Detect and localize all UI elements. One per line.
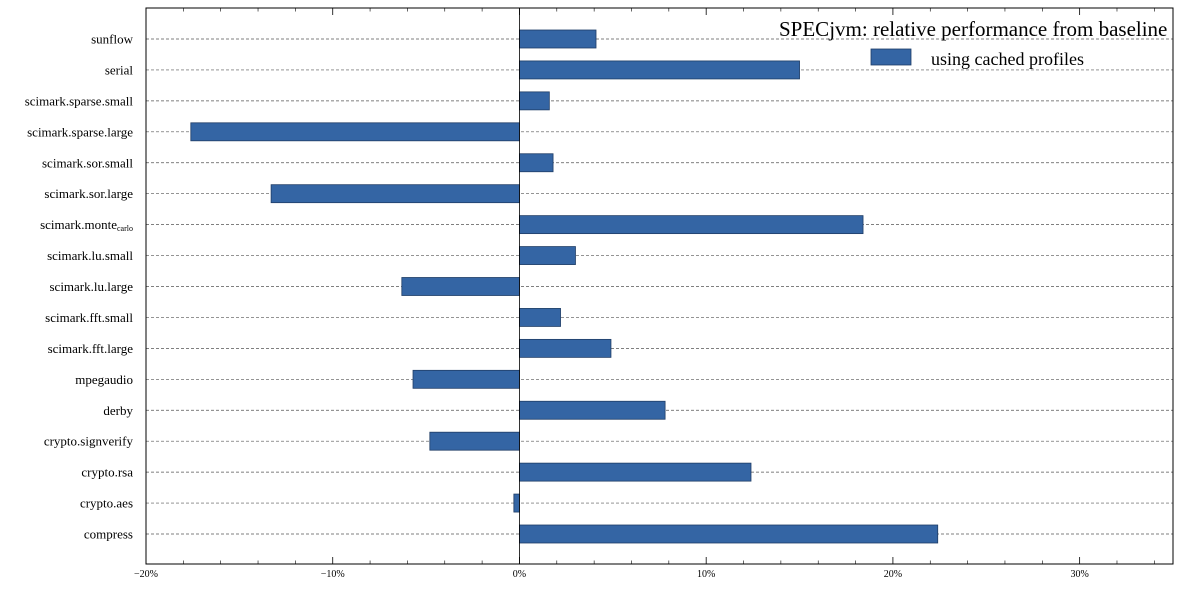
plot-frame [145, 7, 1174, 565]
x-tick-label: 0% [513, 569, 526, 580]
category-label: crypto.signverify [44, 434, 134, 449]
legend: SPECjvm: relative performance from basel… [779, 17, 1167, 69]
category-label: scimark.fft.large [48, 341, 134, 356]
bar-scimark-lu-small [519, 246, 576, 265]
x-tick-label: −20% [134, 569, 158, 580]
bar-scimark-sparse-small [519, 91, 550, 111]
category-label: scimark.lu.large [49, 279, 133, 294]
bar-scimark-sparse-large [190, 122, 520, 142]
bar-scimark-fft-small [519, 308, 561, 327]
x-tick-label: 10% [697, 569, 715, 580]
plot-border [145, 7, 1174, 565]
category-label: crypto.rsa [81, 465, 133, 480]
grid-lines [146, 38, 1173, 535]
category-label: serial [105, 62, 134, 77]
bar-scimark-sor-small [519, 153, 554, 173]
x-tick-label: −10% [321, 569, 345, 580]
category-label: scimark.montecarlo [40, 217, 133, 233]
legend-swatch [870, 48, 912, 66]
category-label: crypto.aes [80, 496, 133, 511]
category-label: sunflow [91, 32, 134, 47]
bar-mpegaudio [412, 369, 520, 389]
x-tick-label: 20% [884, 569, 902, 580]
bar-crypto-rsa [519, 462, 752, 482]
category-label: scimark.lu.small [47, 248, 133, 263]
bar-scimark-monte-carlo [519, 215, 864, 235]
category-label: compress [84, 527, 133, 542]
legend-label: using cached profiles [931, 49, 1084, 69]
category-label: derby [103, 403, 133, 418]
bar-scimark-lu-large [401, 277, 520, 296]
x-tick-label: 30% [1070, 569, 1088, 580]
category-label: scimark.sparse.large [27, 124, 133, 139]
category-label: scimark.sor.small [42, 155, 133, 170]
bar-derby [519, 400, 666, 420]
bars [190, 29, 939, 544]
bar-crypto-signverify [429, 431, 520, 451]
chart-title: SPECjvm: relative performance from basel… [779, 17, 1167, 41]
bar-sunflow [519, 29, 597, 49]
bar-serial [519, 60, 800, 80]
category-label: scimark.sor.large [44, 186, 133, 201]
x-axis-ticks: −20% −10% 0% 10% 20% 30% [134, 8, 1155, 580]
bar-compress [519, 524, 939, 544]
bar-scimark-fft-large [519, 338, 612, 358]
category-label: scimark.fft.small [45, 310, 133, 325]
bar-crypto-aes [513, 493, 520, 513]
bar-scimark-sor-large [270, 184, 520, 204]
category-label: scimark.sparse.small [25, 93, 134, 108]
category-labels: compress crypto.aes crypto.rsa crypto.signv… [25, 32, 134, 542]
category-label: mpegaudio [75, 372, 133, 387]
